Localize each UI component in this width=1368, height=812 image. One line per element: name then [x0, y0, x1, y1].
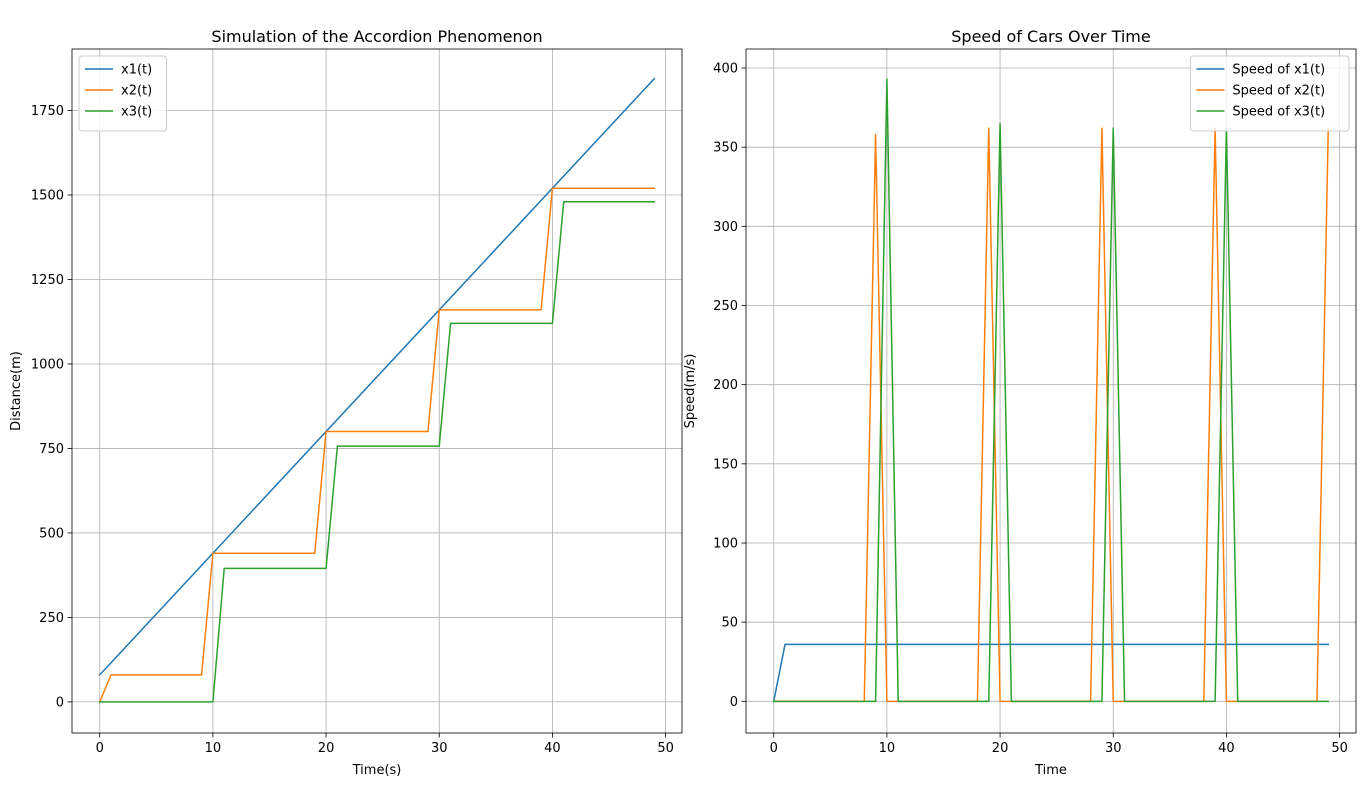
- distance-chart: 0 10 20 30 40 5002505007501000125015001750Sim…: [9, 27, 683, 778]
- x-tick-label: 50: [1331, 741, 1348, 756]
- y-tick-label: 1750: [31, 104, 64, 119]
- series-line-1: [98, 77, 656, 676]
- y-tick-label: 400: [713, 62, 738, 77]
- axes-frame: [71, 48, 683, 734]
- legend-label-2: Speed of x2(t): [1232, 84, 1325, 99]
- y-tick-label: 50: [721, 616, 738, 631]
- x-tick-label: 0: [770, 741, 778, 756]
- legend-label-3: Speed of x3(t): [1232, 105, 1325, 120]
- x-tick-label: 20: [992, 741, 1009, 756]
- x-axis-label: Time(s): [352, 763, 402, 778]
- x-tick-label: 10: [879, 741, 896, 756]
- legend-label-1: x1(t): [121, 63, 152, 78]
- legend-label-2: x2(t): [121, 84, 152, 99]
- legend: Speed of x1(t) Speed of x2(t) Speed of x3(…: [1189, 55, 1350, 132]
- y-tick-label: 100: [713, 537, 738, 552]
- plot-area: [72, 49, 682, 733]
- y-axis-label: Distance(m): [9, 351, 24, 431]
- y-tick-label: 1250: [31, 273, 64, 288]
- axes-frame: [745, 48, 1357, 734]
- x-tick-label: 0: [96, 741, 104, 756]
- legend-box: [78, 55, 167, 132]
- y-tick-label: 750: [39, 442, 64, 457]
- legend: x1(t) x2(t) x3(t): [78, 55, 167, 132]
- x-tick-label: 40: [1218, 741, 1235, 756]
- x-tick-label: 20: [318, 741, 335, 756]
- x-tick-label: 10: [205, 741, 222, 756]
- series-line-3: [772, 78, 1330, 703]
- y-axis-label: Speed(m/s): [683, 354, 698, 429]
- chart-title: Simulation of the Accordion Phenomenon: [211, 27, 542, 46]
- y-tick-label: 200: [713, 378, 738, 393]
- series-line-1: [772, 643, 1330, 703]
- speed-chart: 0 10 20 30 40 50 0 50 100 150 200 250 300 350 400 Speed…: [683, 27, 1357, 778]
- y-tick-label: 1500: [31, 188, 64, 203]
- y-tick-label: 250: [39, 611, 64, 626]
- legend-label-3: x3(t): [121, 105, 152, 120]
- y-tick-label: 300: [713, 220, 738, 235]
- y-tick-label: 1000: [31, 357, 64, 372]
- y-tick-label: 0: [730, 695, 738, 710]
- y-tick-label: 150: [713, 457, 738, 472]
- y-tick-label: 500: [39, 526, 64, 541]
- x-tick-label: 40: [544, 741, 561, 756]
- plot-area: [746, 49, 1356, 733]
- x-axis-label: Time: [1034, 763, 1067, 778]
- x-tick-label: 30: [431, 741, 448, 756]
- y-tick-label: 250: [713, 299, 738, 314]
- y-tick-label: 0: [56, 695, 64, 710]
- series-line-3: [98, 201, 656, 703]
- x-tick-label: 50: [657, 741, 674, 756]
- legend-label-1: Speed of x1(t): [1232, 63, 1325, 78]
- y-tick-label: 350: [713, 141, 738, 156]
- legend-box: [1189, 55, 1350, 132]
- series-line-2: [98, 187, 656, 703]
- chart-title: Speed of Cars Over Time: [951, 27, 1150, 46]
- x-tick-label: 30: [1105, 741, 1122, 756]
